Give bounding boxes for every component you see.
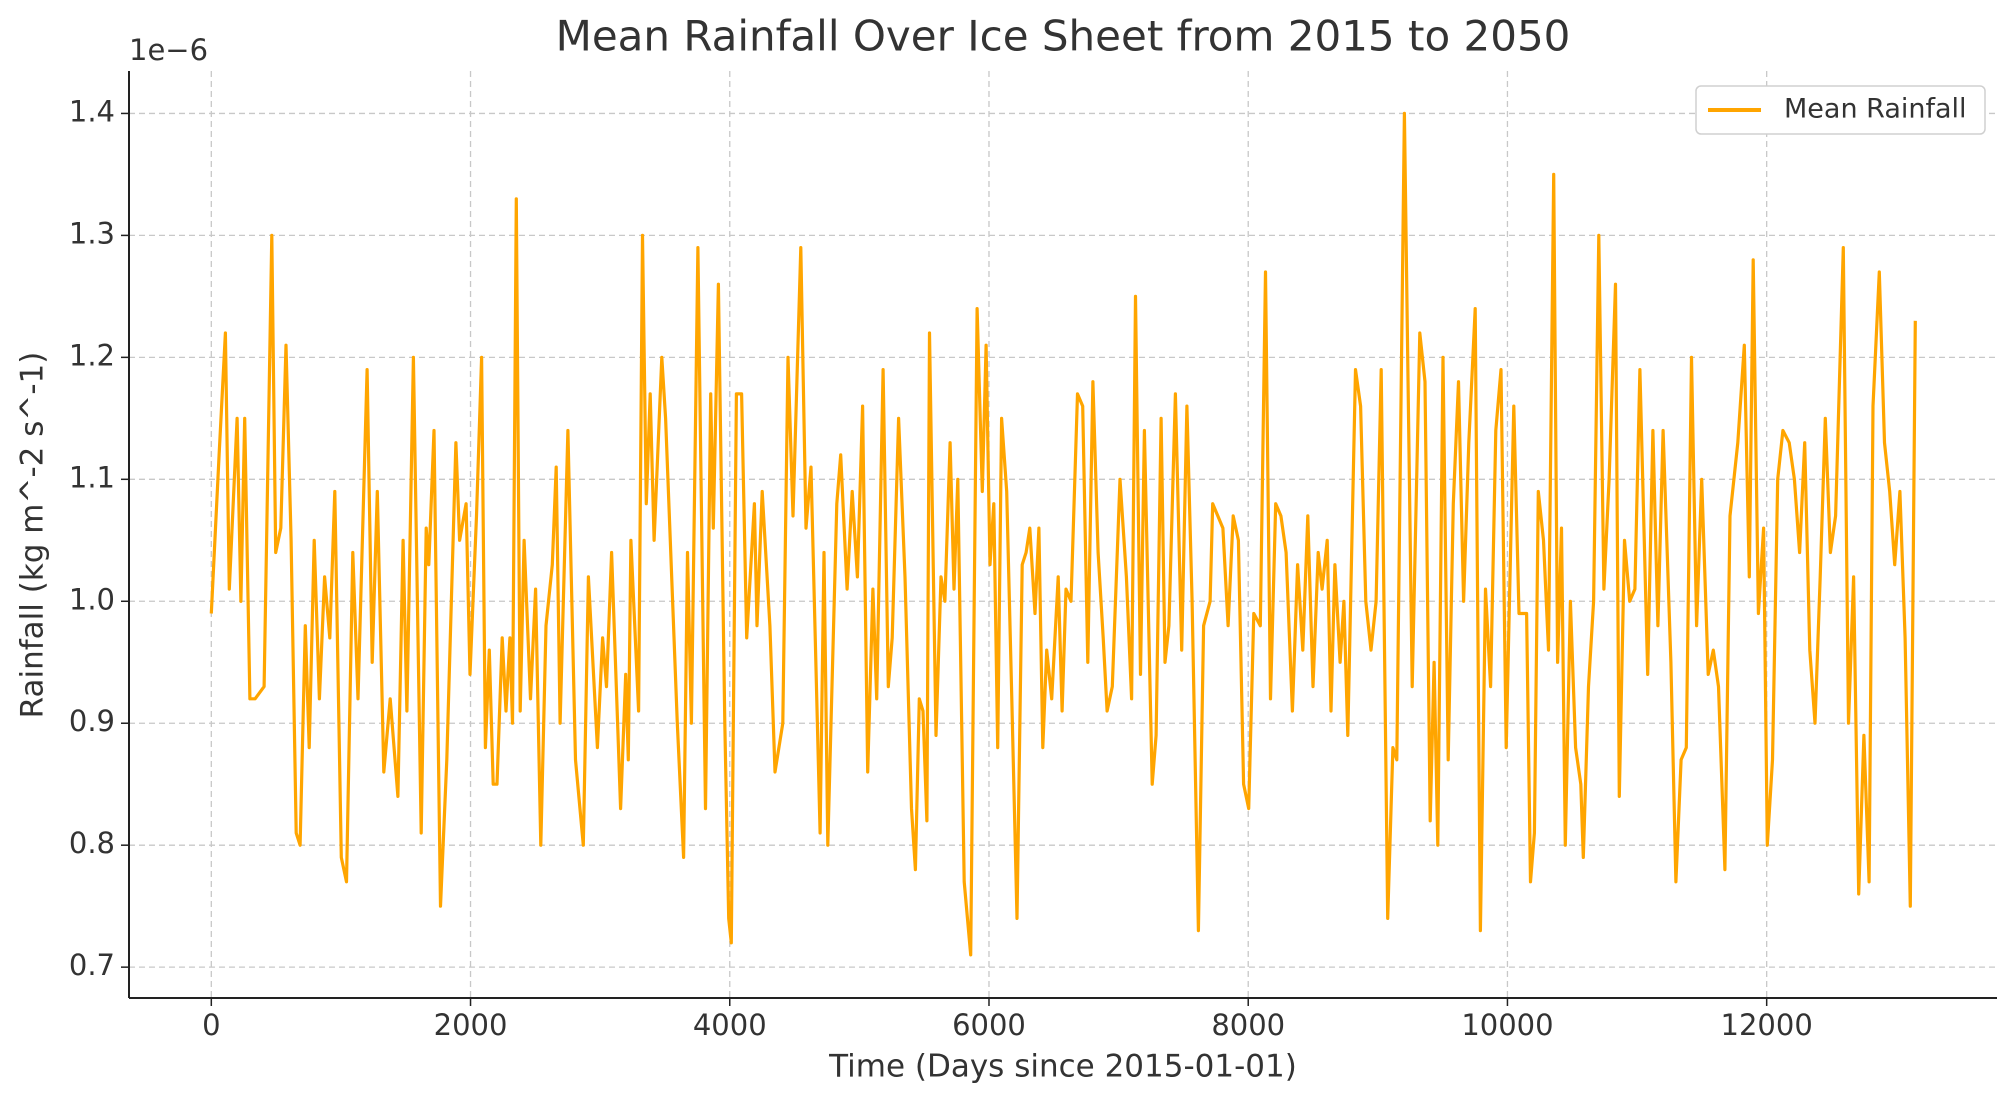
y-tick-label: 1.3: [69, 216, 115, 250]
x-tick-label: 2000: [434, 1008, 508, 1042]
chart-title: Mean Rainfall Over Ice Sheet from 2015 t…: [556, 12, 1571, 61]
y-tick-label: 1.4: [69, 94, 115, 128]
y-tick-label: 0.8: [69, 826, 115, 860]
y-tick-label: 1.2: [69, 338, 115, 372]
legend-label: Mean Rainfall: [1784, 94, 1967, 125]
x-axis-label: Time (Days since 2015-01-01): [828, 1049, 1297, 1085]
y-tick-label: 0.9: [69, 704, 115, 738]
y-tick-label: 1.1: [69, 460, 115, 494]
x-tick-label: 12000: [1721, 1008, 1813, 1042]
y-tick-label: 1.0: [69, 582, 115, 616]
x-tick-label: 10000: [1461, 1008, 1553, 1042]
x-tick-label: 4000: [693, 1008, 767, 1042]
data-line: [209, 111, 1917, 957]
y-tick-label: 0.7: [69, 948, 115, 982]
y-axis-label: Rainfall (kg m^-2 s^-1): [15, 352, 51, 719]
x-tick-label: 6000: [952, 1008, 1026, 1042]
x-tick-label: 8000: [1211, 1008, 1285, 1042]
y-offset-label: 1e−6: [129, 33, 208, 67]
legend-box: [1695, 85, 1986, 135]
x-tick-label: 0: [202, 1008, 220, 1042]
